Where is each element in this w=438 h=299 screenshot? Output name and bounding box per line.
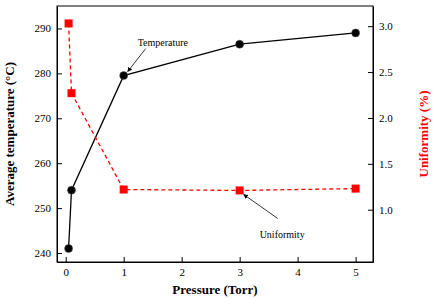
tick: 270 [35,112,63,124]
tick: 250 [35,202,63,214]
tick-label: 270 [35,112,52,124]
tick: 1.0 [368,204,393,216]
tick-mark [57,73,62,74]
tick-mark [368,118,373,119]
tick: 260 [35,157,63,169]
tick-mark [57,253,62,254]
series-marker [236,40,244,48]
tick: 3 [237,257,243,278]
plot-frame [57,6,373,262]
tick-mark [368,210,373,211]
tick: 4 [295,257,301,278]
tick-label: 1 [121,266,127,278]
tick-label: 3.0 [379,20,393,32]
annotation: Temperature [138,37,189,48]
series-marker [65,19,73,27]
series-marker [120,186,128,194]
tick: 290 [35,22,63,34]
axis-line [373,7,374,263]
tick-label: 250 [35,202,52,214]
series-marker [352,29,360,37]
tick-mark [57,28,62,29]
series-line [69,23,356,190]
tick-mark [124,257,125,262]
tick: 2.5 [368,66,393,78]
series-line [69,33,356,249]
tick-label: 4 [295,266,301,278]
annotation: Uniformity [260,229,305,240]
annotation-arrow [128,49,146,72]
series-marker [352,185,360,193]
tick-label: 240 [35,247,52,259]
tick-label: 280 [35,67,52,79]
plot: 0 1 2 3 4 5 240 250 260 270 280 290 1.0 1.5 2.0 2.5 3.0 T… [35,6,394,278]
tick-mark [66,257,67,262]
series-marker [67,89,75,97]
tick: 3.0 [368,20,393,32]
y2-axis: 1.0 1.5 2.0 2.5 3.0 [368,7,393,263]
chart: 0 1 2 3 4 5 240 250 260 270 280 290 1.0 1.5 2.0 2.5 3.0 T… [0,0,438,299]
tick-label: 3 [237,266,243,278]
y-axis: 240 250 260 270 280 290 [35,7,63,263]
tick-label: 290 [35,22,52,34]
tick-mark [368,164,373,165]
tick: 1.5 [368,158,393,170]
tick-mark [298,257,299,262]
tick-mark [57,163,62,164]
tick-mark [356,257,357,262]
tick: 2.0 [368,112,393,124]
tick-label: 2.0 [379,112,393,124]
series-marker [65,245,73,253]
tick-label: 5 [353,266,359,278]
tick: 1 [121,257,127,278]
tick-label: 2 [179,266,185,278]
data-area [65,19,360,252]
axis-line [58,262,374,263]
series-marker [120,72,128,80]
tick-mark [182,257,183,262]
tick: 2 [179,257,185,278]
tick: 0 [63,257,69,278]
tick-mark [57,208,62,209]
tick-label: 0 [63,266,69,278]
tick-mark [240,257,241,262]
tick: 280 [35,67,63,79]
y2-axis-title: Uniformity (%) [416,90,431,177]
y-axis-title: Average temperature (°C) [2,62,17,206]
tick-label: 2.5 [379,66,393,78]
x-axis-title: Pressure (Torr) [172,282,257,297]
tick-mark [57,118,62,119]
annotation-arrow [244,194,278,218]
series-marker [67,186,75,194]
tick-label: 260 [35,157,52,169]
tick: 5 [353,257,359,278]
tick-label: 1.0 [379,204,393,216]
tick: 240 [35,247,63,259]
axis-line [57,7,58,263]
tick-mark [368,72,373,73]
series-marker [236,186,244,194]
x-axis: 0 1 2 3 4 5 [58,257,374,278]
tick-mark [368,26,373,27]
tick-label: 1.5 [379,158,393,170]
